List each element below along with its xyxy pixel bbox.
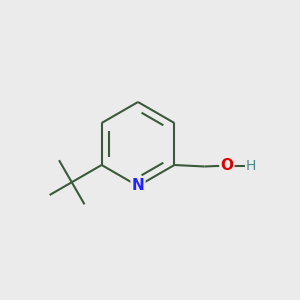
- Text: N: N: [132, 178, 144, 194]
- Text: H: H: [246, 159, 256, 172]
- Text: O: O: [220, 158, 233, 173]
